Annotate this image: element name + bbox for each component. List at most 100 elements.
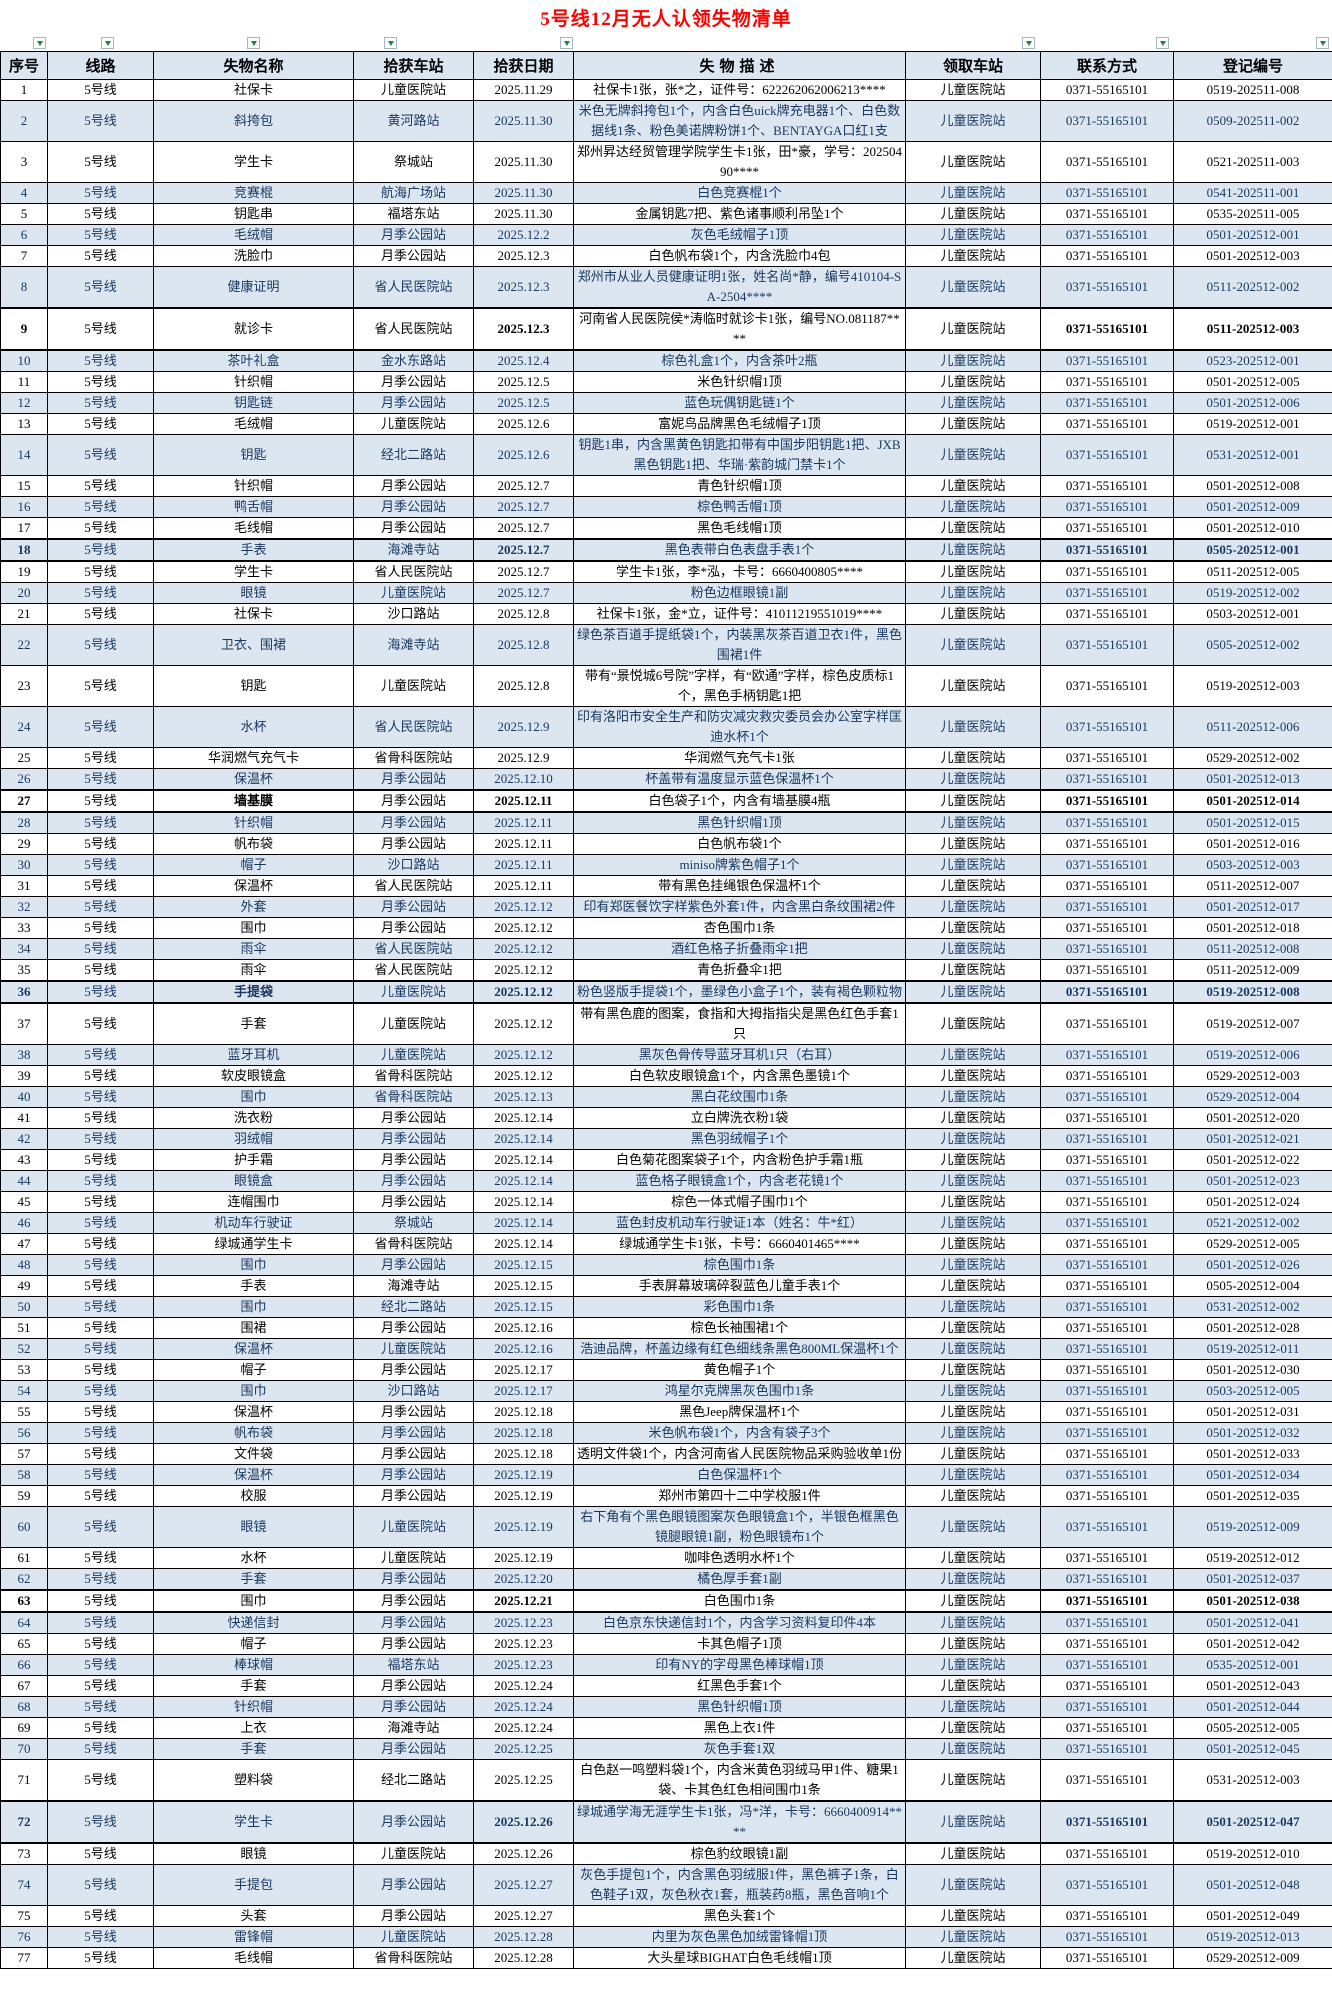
cell-date[interactable]: 2025.12.28 bbox=[473, 1947, 574, 1969]
cell-pickup-station[interactable]: 儿童医院站 bbox=[905, 413, 1041, 435]
cell-item[interactable]: 鸭舌帽 bbox=[153, 496, 354, 518]
cell-item[interactable]: 华润燃气充气卡 bbox=[153, 747, 354, 769]
cell-desc[interactable]: 社保卡1张，金*立，证件号：41011219551019**** bbox=[573, 603, 906, 625]
cell-reg[interactable]: 0535-202512-001 bbox=[1173, 1654, 1332, 1676]
cell-phone[interactable]: 0371-55165101 bbox=[1040, 307, 1174, 351]
cell-line[interactable]: 5号线 bbox=[47, 938, 154, 960]
cell-date[interactable]: 2025.12.6 bbox=[473, 413, 574, 435]
cell-found-station[interactable]: 海滩寺站 bbox=[353, 624, 474, 666]
cell-line[interactable]: 5号线 bbox=[47, 1654, 154, 1676]
cell-found-station[interactable]: 月季公园站 bbox=[353, 1464, 474, 1486]
cell-pickup-station[interactable]: 儿童医院站 bbox=[905, 1864, 1041, 1906]
cell-seq[interactable]: 55 bbox=[0, 1401, 48, 1423]
cell-desc[interactable]: 绿色茶百道手提纸袋1个，内装黑灰茶百道卫衣1件，黑色围裙1件 bbox=[573, 624, 906, 666]
cell-date[interactable]: 2025.12.8 bbox=[473, 603, 574, 625]
cell-pickup-station[interactable]: 儿童医院站 bbox=[905, 1506, 1041, 1548]
cell-desc[interactable]: 米色无牌斜挎包1个，内含白色uick牌充电器1个、白色数据线1条、粉色美诺牌粉饼… bbox=[573, 100, 906, 142]
filter-dropdown-icon[interactable] bbox=[1316, 37, 1329, 49]
cell-phone[interactable]: 0371-55165101 bbox=[1040, 896, 1174, 918]
cell-desc[interactable]: 印有郑医餐饮字样紫色外套1件，内含黑白条纹围裙2件 bbox=[573, 896, 906, 918]
cell-phone[interactable]: 0371-55165101 bbox=[1040, 1842, 1174, 1865]
cell-pickup-station[interactable]: 儿童医院站 bbox=[905, 1675, 1041, 1697]
cell-seq[interactable]: 42 bbox=[0, 1128, 48, 1150]
cell-date[interactable]: 2025.12.7 bbox=[473, 517, 574, 540]
cell-desc[interactable]: 华润燃气充气卡1张 bbox=[573, 747, 906, 769]
cell-seq[interactable]: 47 bbox=[0, 1233, 48, 1255]
cell-found-station[interactable]: 月季公园站 bbox=[353, 1485, 474, 1507]
cell-pickup-station[interactable]: 儿童医院站 bbox=[905, 875, 1041, 897]
cell-pickup-station[interactable]: 儿童医院站 bbox=[905, 1380, 1041, 1402]
cell-reg[interactable]: 0511-202512-003 bbox=[1173, 307, 1332, 351]
cell-reg[interactable]: 0511-202512-008 bbox=[1173, 938, 1332, 960]
cell-seq[interactable]: 35 bbox=[0, 959, 48, 982]
cell-phone[interactable]: 0371-55165101 bbox=[1040, 266, 1174, 309]
cell-item[interactable]: 学生卡 bbox=[153, 560, 354, 583]
cell-item[interactable]: 斜挎包 bbox=[153, 100, 354, 142]
cell-pickup-station[interactable]: 儿童医院站 bbox=[905, 938, 1041, 960]
cell-date[interactable]: 2025.12.16 bbox=[473, 1317, 574, 1339]
cell-pickup-station[interactable]: 儿童医院站 bbox=[905, 560, 1041, 583]
cell-pickup-station[interactable]: 儿童医院站 bbox=[905, 224, 1041, 246]
cell-seq[interactable]: 4 bbox=[0, 182, 48, 204]
cell-line[interactable]: 5号线 bbox=[47, 517, 154, 540]
cell-desc[interactable]: 鸿星尔克牌黑灰色围巾1条 bbox=[573, 1380, 906, 1402]
cell-desc[interactable]: 棕色长袖围裙1个 bbox=[573, 1317, 906, 1339]
cell-found-station[interactable]: 海滩寺站 bbox=[353, 538, 474, 562]
cell-reg[interactable]: 0519-202512-010 bbox=[1173, 1842, 1332, 1865]
cell-found-station[interactable]: 海滩寺站 bbox=[353, 1717, 474, 1739]
cell-desc[interactable]: 浩迪品牌，杯盖边缘有红色细线条黑色800ML保温杯1个 bbox=[573, 1338, 906, 1360]
cell-reg[interactable]: 0501-202512-008 bbox=[1173, 475, 1332, 497]
cell-seq[interactable]: 77 bbox=[0, 1947, 48, 1969]
cell-reg[interactable]: 0501-202512-009 bbox=[1173, 496, 1332, 518]
cell-phone[interactable]: 0371-55165101 bbox=[1040, 624, 1174, 666]
cell-phone[interactable]: 0371-55165101 bbox=[1040, 1654, 1174, 1676]
cell-date[interactable]: 2025.12.26 bbox=[473, 1800, 574, 1844]
cell-seq[interactable]: 70 bbox=[0, 1738, 48, 1760]
cell-seq[interactable]: 31 bbox=[0, 875, 48, 897]
cell-found-station[interactable]: 月季公园站 bbox=[353, 768, 474, 791]
cell-seq[interactable]: 67 bbox=[0, 1675, 48, 1697]
filter-dropdown-icon[interactable] bbox=[1156, 37, 1169, 49]
cell-date[interactable]: 2025.12.19 bbox=[473, 1506, 574, 1548]
cell-phone[interactable]: 0371-55165101 bbox=[1040, 1296, 1174, 1318]
cell-desc[interactable]: 手表屏幕玻璃碎裂蓝色儿童手表1个 bbox=[573, 1275, 906, 1297]
cell-desc[interactable]: 郑州市从业人员健康证明1张，姓名尚*静，编号410104-SA-2504**** bbox=[573, 266, 906, 309]
cell-date[interactable]: 2025.12.15 bbox=[473, 1254, 574, 1276]
cell-found-station[interactable]: 儿童医院站 bbox=[353, 79, 474, 101]
cell-phone[interactable]: 0371-55165101 bbox=[1040, 100, 1174, 142]
cell-date[interactable]: 2025.12.8 bbox=[473, 665, 574, 707]
cell-phone[interactable]: 0371-55165101 bbox=[1040, 747, 1174, 769]
cell-reg[interactable]: 0501-202512-013 bbox=[1173, 768, 1332, 791]
cell-item[interactable]: 社保卡 bbox=[153, 79, 354, 101]
cell-line[interactable]: 5号线 bbox=[47, 1842, 154, 1865]
cell-reg[interactable]: 0501-202512-026 bbox=[1173, 1254, 1332, 1276]
cell-date[interactable]: 2025.12.25 bbox=[473, 1738, 574, 1760]
cell-phone[interactable]: 0371-55165101 bbox=[1040, 1170, 1174, 1192]
cell-pickup-station[interactable]: 儿童医院站 bbox=[905, 392, 1041, 414]
cell-found-station[interactable]: 省人民医院站 bbox=[353, 938, 474, 960]
cell-reg[interactable]: 0519-202512-002 bbox=[1173, 582, 1332, 604]
cell-date[interactable]: 2025.11.29 bbox=[473, 79, 574, 101]
cell-phone[interactable]: 0371-55165101 bbox=[1040, 1717, 1174, 1739]
cell-found-station[interactable]: 月季公园站 bbox=[353, 811, 474, 834]
cell-line[interactable]: 5号线 bbox=[47, 1296, 154, 1318]
cell-reg[interactable]: 0529-202512-005 bbox=[1173, 1233, 1332, 1255]
cell-found-station[interactable]: 儿童医院站 bbox=[353, 1002, 474, 1045]
cell-found-station[interactable]: 儿童医院站 bbox=[353, 413, 474, 435]
cell-date[interactable]: 2025.12.12 bbox=[473, 938, 574, 960]
cell-found-station[interactable]: 月季公园站 bbox=[353, 392, 474, 414]
cell-reg[interactable]: 0511-202512-005 bbox=[1173, 560, 1332, 583]
cell-seq[interactable]: 48 bbox=[0, 1254, 48, 1276]
cell-item[interactable]: 手套 bbox=[153, 1002, 354, 1045]
cell-line[interactable]: 5号线 bbox=[47, 349, 154, 372]
cell-reg[interactable]: 0511-202512-002 bbox=[1173, 266, 1332, 309]
cell-pickup-station[interactable]: 儿童医院站 bbox=[905, 1696, 1041, 1718]
cell-item[interactable]: 蓝牙耳机 bbox=[153, 1044, 354, 1066]
cell-seq[interactable]: 65 bbox=[0, 1633, 48, 1655]
cell-item[interactable]: 文件袋 bbox=[153, 1443, 354, 1465]
cell-date[interactable]: 2025.12.17 bbox=[473, 1380, 574, 1402]
cell-seq[interactable]: 23 bbox=[0, 665, 48, 707]
cell-date[interactable]: 2025.11.30 bbox=[473, 141, 574, 183]
cell-pickup-station[interactable]: 儿童医院站 bbox=[905, 833, 1041, 855]
cell-phone[interactable]: 0371-55165101 bbox=[1040, 1359, 1174, 1381]
